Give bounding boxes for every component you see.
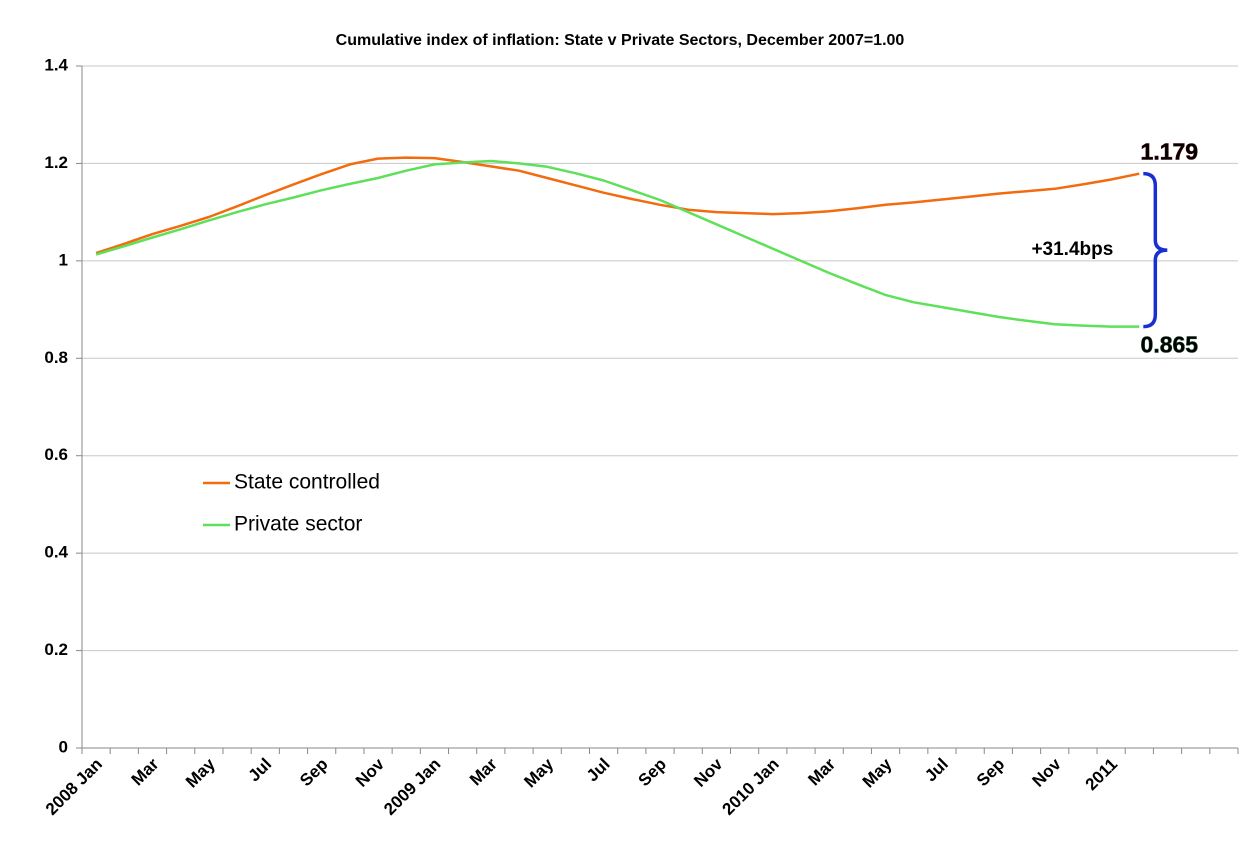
annotation: +31.4bps [1031, 239, 1113, 260]
x-tick-label: Sep [635, 755, 670, 790]
annotation: 0.865 [1141, 332, 1199, 358]
x-tick-label: 2011 [1082, 755, 1122, 795]
y-tick-label: 1.4 [44, 55, 68, 74]
x-tick-label: Nov [352, 754, 389, 791]
x-tick-label: May [520, 754, 557, 791]
y-tick-label: 1 [59, 250, 68, 269]
x-tick-label: Jul [583, 755, 614, 786]
x-tick-label: Mar [128, 754, 163, 789]
y-tick-label: 0 [59, 737, 68, 756]
x-tick-label: Nov [1029, 754, 1066, 791]
x-tick-label: May [859, 754, 896, 791]
legend-label: Private sector [234, 513, 362, 536]
y-tick-label: 0.8 [44, 348, 68, 367]
line-series [95, 156, 1140, 255]
x-tick-label: Nov [690, 754, 727, 791]
x-tick-label: Jul [244, 755, 275, 786]
x-tick-label: 2010 Jan [719, 755, 783, 819]
legend-label: State controlled [234, 471, 380, 494]
x-tick-label: Jul [921, 755, 952, 786]
x-tick-label: Mar [804, 754, 839, 789]
x-tick-label: May [182, 754, 219, 791]
line-series [95, 159, 1140, 328]
y-tick-label: 1.2 [44, 153, 68, 172]
x-tick-label: 2009 Jan [380, 755, 444, 819]
brace [1143, 171, 1168, 329]
annotation: 1.179 [1141, 139, 1199, 165]
y-tick-label: 0.4 [44, 543, 68, 562]
y-tick-label: 0.6 [44, 445, 68, 464]
x-tick-label: Mar [466, 754, 501, 789]
x-tick-label: Sep [973, 755, 1008, 790]
y-tick-label: 0.2 [44, 640, 68, 659]
x-tick-label: Sep [296, 755, 331, 790]
chart-title: Cumulative index of inflation: State v P… [336, 32, 905, 49]
x-tick-label: 2008 Jan [42, 755, 106, 819]
